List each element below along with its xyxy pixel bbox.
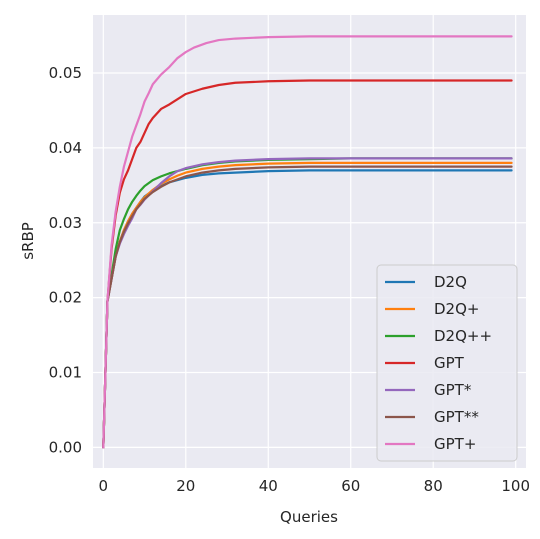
legend-box (376, 264, 518, 462)
legend-label-gpt: GPT (434, 354, 465, 372)
x-axis-ticks: 0 20 40 60 80 100 (99, 477, 530, 495)
legend: D2Q D2Q+ D2Q++ GPT GPT* GPT** GPT+ (376, 264, 518, 462)
x-tick-label: 40 (259, 477, 278, 495)
legend-label-gptstarstar: GPT** (434, 408, 479, 426)
x-axis-label: Queries (280, 508, 338, 526)
y-axis-label: sRBP (19, 222, 37, 260)
y-tick-label: 0.00 (49, 438, 82, 456)
grid-lines (93, 15, 526, 468)
x-tick-label: 80 (424, 477, 443, 495)
y-tick-label: 0.03 (49, 214, 82, 232)
legend-label-d2qplusplus: D2Q++ (434, 327, 492, 345)
y-tick-label: 0.01 (49, 364, 82, 382)
legend-label-d2q: D2Q (434, 273, 467, 291)
x-tick-label: 60 (341, 477, 360, 495)
legend-label-gptplus: GPT+ (434, 435, 476, 453)
series-line-gptstarstar (102, 165, 513, 449)
legend-label-d2qplus: D2Q+ (434, 300, 479, 318)
y-axis-ticks: 0.00 0.01 0.02 0.03 0.04 0.05 (49, 64, 82, 456)
series-line-gptplus (102, 35, 513, 449)
series-line-gpt (102, 79, 513, 449)
x-tick-label: 0 (99, 477, 109, 495)
x-tick-label: 100 (501, 477, 530, 495)
y-tick-label: 0.05 (49, 64, 82, 82)
legend-label-gptstar: GPT* (434, 381, 472, 399)
series-lines (102, 35, 513, 449)
y-tick-label: 0.02 (49, 289, 82, 307)
x-tick-label: 20 (176, 477, 195, 495)
y-tick-label: 0.04 (49, 139, 82, 157)
